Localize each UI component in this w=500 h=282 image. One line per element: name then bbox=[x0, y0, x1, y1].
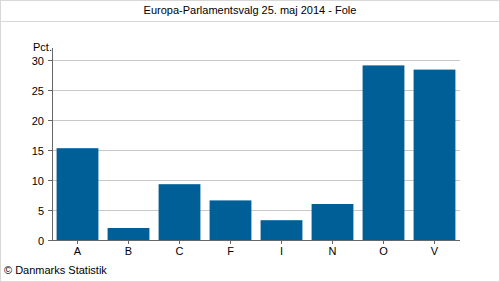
frame bbox=[1, 1, 500, 282]
y-tick-label: 20 bbox=[32, 115, 44, 127]
bars bbox=[57, 65, 456, 240]
bar bbox=[108, 228, 150, 240]
y-tick bbox=[48, 150, 52, 151]
y-tick-label: 0 bbox=[38, 235, 44, 247]
y-axis-label: Pct. bbox=[33, 41, 52, 53]
x-tick-label: C bbox=[176, 245, 184, 257]
y-tick bbox=[48, 210, 52, 211]
source: © Danmarks Statistik bbox=[4, 264, 107, 276]
title: Europa-Parlamentsvalg 25. maj 2014 - Fol… bbox=[144, 4, 357, 16]
bar bbox=[261, 220, 303, 240]
y-tick-label: 10 bbox=[32, 175, 44, 187]
y-tick bbox=[48, 240, 52, 241]
x-tick bbox=[179, 240, 180, 244]
y-tick bbox=[48, 90, 52, 91]
y-tick-label: 30 bbox=[32, 55, 44, 67]
chart: Europa-Parlamentsvalg 25. maj 2014 - Fol… bbox=[0, 0, 500, 282]
x-tick bbox=[434, 240, 435, 244]
grid-line bbox=[52, 240, 460, 241]
bar bbox=[57, 148, 99, 240]
grid-line bbox=[52, 60, 460, 61]
bar bbox=[210, 200, 252, 240]
x-tick-label: A bbox=[74, 245, 82, 257]
bar bbox=[363, 65, 405, 240]
x-tick bbox=[281, 240, 282, 244]
y-tick-label: 5 bbox=[38, 205, 44, 217]
y-tick bbox=[48, 60, 52, 61]
x-tick-label: I bbox=[280, 245, 283, 257]
bar bbox=[312, 204, 354, 240]
x-tick-label: N bbox=[329, 245, 337, 257]
title-rule bbox=[0, 21, 500, 22]
x-tick bbox=[332, 240, 333, 244]
y-tick-label: 15 bbox=[32, 145, 44, 157]
x-tick bbox=[383, 240, 384, 244]
x-tick-label: O bbox=[379, 245, 388, 257]
y-tick bbox=[48, 180, 52, 181]
y-axis bbox=[52, 48, 53, 240]
bar bbox=[414, 70, 456, 240]
y-tick-label: 25 bbox=[32, 85, 44, 97]
x-tick bbox=[77, 240, 78, 244]
x-tick bbox=[128, 240, 129, 244]
bar bbox=[159, 184, 201, 240]
x-axis bbox=[52, 240, 460, 241]
x-tick-label: F bbox=[227, 245, 234, 257]
x-tick bbox=[230, 240, 231, 244]
y-tick bbox=[48, 120, 52, 121]
x-tick-label: V bbox=[431, 245, 439, 257]
x-tick-label: B bbox=[125, 245, 132, 257]
